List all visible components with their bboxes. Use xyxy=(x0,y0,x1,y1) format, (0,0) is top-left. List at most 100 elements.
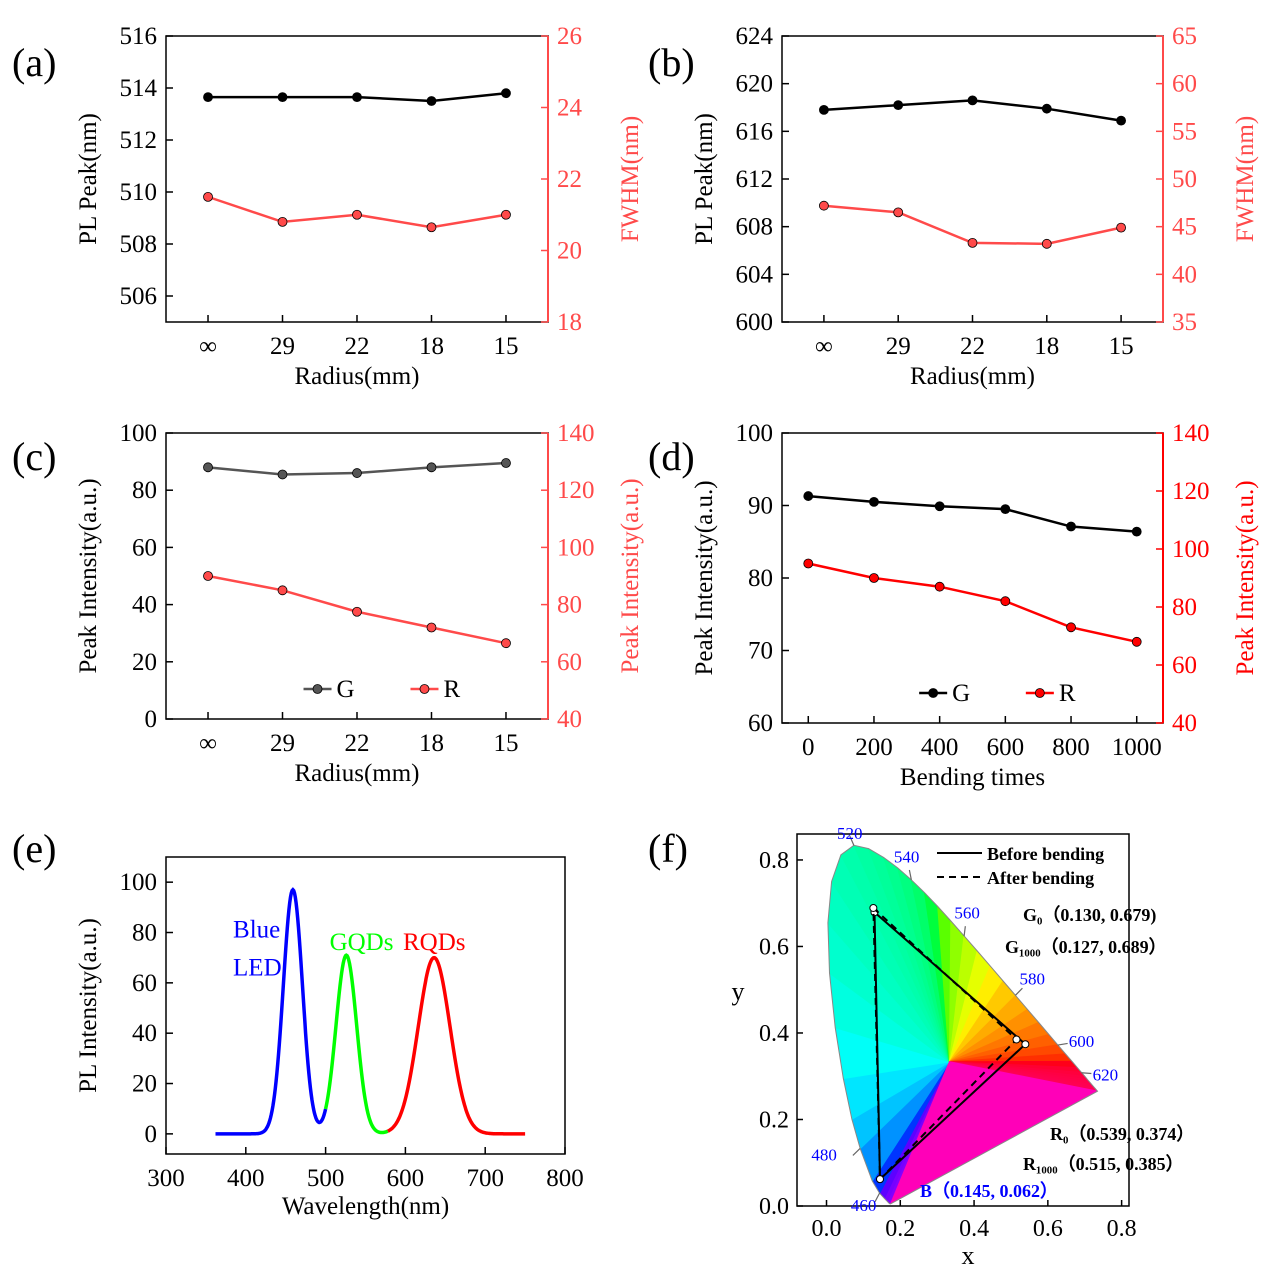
y2-tick-label: 40 xyxy=(1172,710,1197,737)
y-axis-label: Peak Intensity(a.u.) xyxy=(75,478,102,673)
wavelength-tick xyxy=(1057,1042,1068,1046)
series-fwhm-point xyxy=(967,237,978,248)
series-fwhm-point xyxy=(277,216,288,227)
plot-frame xyxy=(165,856,566,1155)
y-axis-label: FWHM(nm) xyxy=(1232,116,1259,242)
label-rqds: RQDs xyxy=(403,929,466,956)
series-fwhm-point xyxy=(501,209,511,220)
wavelength-label: 600 xyxy=(1069,1032,1095,1051)
wavelength-tick xyxy=(852,1148,861,1156)
x-tick-label: 400 xyxy=(921,734,959,761)
y2-tick-label: 50 xyxy=(1172,166,1197,193)
label-gqds: GQDs xyxy=(330,929,394,956)
series-r-point xyxy=(1131,636,1142,647)
x-tick-label: 18 xyxy=(1034,333,1059,360)
spectrum-gqds xyxy=(323,953,389,1135)
x-tick-label: 700 xyxy=(466,1165,504,1192)
x-tick-label: 18 xyxy=(419,730,444,757)
y-tick-label: 40 xyxy=(132,592,157,619)
series-fwhm-point xyxy=(426,222,437,233)
wavelength-label: 540 xyxy=(894,847,920,866)
x-tick-label: 0.6 xyxy=(1033,1216,1063,1242)
x-tick-label: 22 xyxy=(960,333,985,360)
plot-frame xyxy=(796,833,1130,1207)
series-g-line xyxy=(808,494,1137,533)
y-tick-label: 608 xyxy=(736,214,774,241)
x-axis-label: Radius(mm) xyxy=(910,363,1035,390)
series-pl-peak-point xyxy=(426,96,437,106)
series-g-point xyxy=(277,469,288,480)
y-axis-label: y xyxy=(732,977,745,1006)
x-tick-label: 800 xyxy=(1052,734,1090,761)
x-tick-label: 800 xyxy=(546,1165,584,1192)
series-g-point xyxy=(501,458,511,468)
label-g1000: G₁₀₀₀（0.127, 0.689） xyxy=(1005,937,1167,957)
wavelength-label: 520 xyxy=(837,824,863,843)
series-g-point xyxy=(426,462,437,473)
x-tick-label: 0.2 xyxy=(885,1216,915,1242)
panel-label-a: (a) xyxy=(12,40,56,85)
series-g-point xyxy=(803,491,814,501)
y-axis-label: Peak Intensity(a.u.) xyxy=(691,480,718,675)
y-axis-label: PL Peak(nm) xyxy=(691,113,718,245)
legend-label: G xyxy=(337,676,355,703)
series-r-point xyxy=(277,585,288,596)
wavelength-tick xyxy=(849,835,855,846)
legend-swatch-marker xyxy=(1034,688,1045,698)
y2-tick-label: 24 xyxy=(557,95,583,122)
y-tick-label: 604 xyxy=(736,261,774,288)
x-axis-label: Wavelength(nm) xyxy=(282,1193,449,1220)
series-g-point xyxy=(1131,526,1142,537)
wavelength-label: 560 xyxy=(954,903,980,922)
legend-swatch-marker xyxy=(928,688,939,698)
y-tick-label: 508 xyxy=(120,231,158,258)
y-axis-label: Peak Intensity(a.u.) xyxy=(617,478,644,673)
series-g-point xyxy=(1000,504,1011,515)
panel-d: 0 200 400 600 800 1000 60 70 80 90 100 40 60 80 100 120… xyxy=(691,420,1259,791)
x-tick-label: ∞ xyxy=(199,333,217,360)
series-r-point xyxy=(1066,622,1076,633)
gamut-vertex xyxy=(1021,1040,1030,1049)
legend-before-label: Before bending xyxy=(987,844,1104,864)
y2-tick-label: 20 xyxy=(557,238,582,265)
x-tick-label: ∞ xyxy=(199,730,217,757)
y2-tick-label: 18 xyxy=(557,309,582,336)
series-fwhm-point xyxy=(819,200,829,211)
x-tick-label: 1000 xyxy=(1112,734,1162,761)
y2-tick-label: 40 xyxy=(557,706,582,733)
wavelength-label: 460 xyxy=(851,1196,877,1215)
y2-tick-label: 80 xyxy=(557,592,582,619)
plot-frame xyxy=(781,432,1164,724)
series-fwhm-point xyxy=(203,191,213,202)
y-tick-label: 70 xyxy=(748,638,773,665)
panel-label-f: (f) xyxy=(648,826,688,871)
label-g0: G₀（0.130, 0.679) xyxy=(1023,905,1156,926)
x-tick-label: 18 xyxy=(419,333,444,360)
x-tick-label: 29 xyxy=(270,730,295,757)
gamut-vertex xyxy=(876,1175,884,1184)
y-tick-label: 512 xyxy=(120,127,158,154)
panel-e: 300 400 500 600 700 800 0 20 40 60 80 100 Wavelength… xyxy=(75,856,584,1220)
x-tick-label: 15 xyxy=(493,333,518,360)
x-tick-label: 29 xyxy=(886,333,911,360)
y-tick-label: 510 xyxy=(120,179,158,206)
series-g-point xyxy=(1066,521,1076,532)
panel-c: ∞ 29 22 18 15 0 20 40 60 80 100 40 60 80 100 120 140 Radi… xyxy=(75,420,644,787)
x-tick-label: 0.4 xyxy=(959,1216,989,1242)
series-pl-peak-point xyxy=(501,88,511,99)
series-g-point xyxy=(352,468,362,478)
y-tick-label: 506 xyxy=(120,283,158,310)
y-tick-label: 80 xyxy=(132,477,157,504)
y-tick-label: 60 xyxy=(748,710,773,737)
x-tick-label: 29 xyxy=(270,333,295,360)
y-axis-label: Peak Intensity(a.u.) xyxy=(1232,480,1259,675)
y2-tick-label: 40 xyxy=(1172,261,1197,288)
y2-tick-label: 26 xyxy=(557,23,582,50)
series-r-line xyxy=(808,562,1137,644)
y-tick-label: 612 xyxy=(736,166,774,193)
series-pl-peak-point xyxy=(352,92,362,102)
plot-frame xyxy=(781,35,1164,323)
y-tick-label: 60 xyxy=(132,970,157,997)
legend-after-label: After bending xyxy=(987,868,1094,888)
